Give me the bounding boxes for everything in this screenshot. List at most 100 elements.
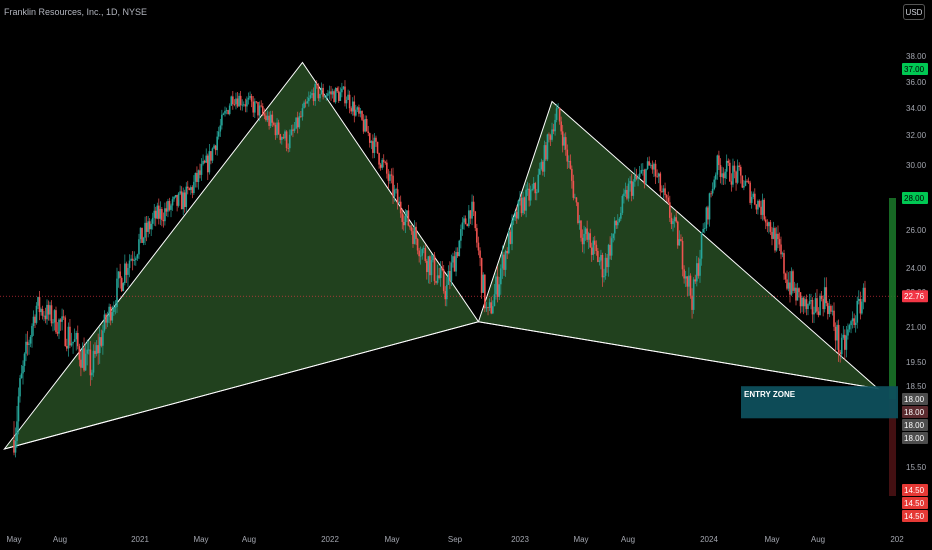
candle-down [232, 96, 234, 105]
candle-down [774, 228, 776, 251]
candle-up [67, 326, 70, 349]
candle-up [421, 249, 424, 256]
candle-up [629, 180, 631, 184]
candle-up [537, 174, 540, 193]
candle-down [322, 87, 324, 97]
candle-up [193, 181, 195, 194]
candle-down [55, 310, 57, 333]
candle-down [250, 95, 253, 102]
candle-down [361, 110, 363, 120]
candle-up [266, 115, 269, 121]
candle-up [144, 222, 146, 238]
candle-up [696, 263, 698, 282]
pattern-line-xb [4, 321, 479, 450]
candle-down [424, 248, 427, 261]
candle-up [298, 116, 301, 128]
candle-down [161, 208, 163, 220]
candle-down [312, 93, 315, 102]
entry-zone-box [741, 386, 898, 419]
candle-up [295, 117, 297, 129]
candle-down [676, 221, 679, 246]
candle-up [616, 221, 619, 226]
candle-up [288, 134, 291, 149]
candle-up [673, 217, 676, 222]
candle-up [98, 337, 101, 354]
candle-down [651, 164, 654, 170]
candle-down [304, 102, 307, 104]
candle-up [436, 275, 439, 283]
candle-up [508, 231, 510, 254]
candle-up [171, 199, 174, 206]
candle-down [210, 151, 212, 161]
x-axis-tick-label: May [573, 535, 588, 544]
candle-down [367, 131, 370, 134]
price-tag-label: 18.00 [904, 421, 925, 430]
candle-up [328, 91, 331, 94]
candle-down [333, 91, 335, 103]
candle-up [406, 210, 408, 216]
candle-down [441, 267, 443, 270]
candle-down [97, 345, 99, 354]
candle-down [827, 303, 829, 315]
candle-up [526, 188, 529, 190]
candle-down [358, 107, 360, 114]
candle-up [61, 316, 63, 322]
candle-up [135, 258, 137, 261]
candle-up [46, 304, 48, 320]
candle-up [653, 163, 655, 170]
price-tag-stop [902, 510, 928, 522]
candle-down [191, 187, 194, 194]
candle-down [786, 279, 788, 289]
candle-down [548, 134, 550, 136]
candle-down [656, 176, 658, 178]
candle-up [37, 297, 39, 306]
candle-down [442, 269, 445, 292]
candle-up [736, 165, 739, 183]
candle-down [176, 194, 178, 206]
candle-down [670, 217, 673, 225]
candle-up [574, 197, 576, 199]
x-axis-tick-label: May [6, 535, 21, 544]
price-tag-target [902, 192, 928, 204]
candle-down [727, 160, 730, 163]
candle-down [227, 110, 229, 115]
candle-up [182, 192, 185, 210]
candle-down [279, 134, 282, 140]
candle-up [224, 110, 226, 114]
pattern-line-bd [478, 321, 878, 390]
candle-up [108, 306, 110, 317]
currency-button[interactable]: USD [903, 4, 925, 20]
candle-down [707, 207, 709, 220]
price-tag-label: 28.00 [904, 194, 925, 203]
candle-up [185, 186, 188, 207]
candle-up [555, 108, 558, 120]
candle-up [583, 233, 585, 245]
x-axis-tick-label: May [764, 535, 779, 544]
candle-up [128, 260, 131, 268]
candle-down [566, 149, 569, 162]
candle-up [341, 88, 343, 93]
candle-up [413, 226, 416, 244]
candle-down [798, 288, 800, 293]
y-axis-tick-label: 36.00 [906, 78, 927, 87]
candle-up [672, 221, 674, 225]
candle-up [17, 396, 20, 422]
candle-up [216, 136, 218, 151]
candle-down [558, 107, 561, 122]
candle-up [269, 114, 272, 126]
candle-down [830, 305, 832, 312]
candle-down [196, 172, 198, 183]
candle-down [739, 166, 742, 176]
candle-down [659, 173, 662, 192]
candle-up [725, 160, 728, 172]
candle-up [543, 145, 546, 172]
candle-up [142, 237, 145, 243]
candle-up [845, 335, 848, 350]
candle-down [572, 180, 575, 198]
candle-up [657, 173, 660, 177]
candle-up [393, 189, 396, 197]
candle-down [710, 193, 712, 195]
candle-up [230, 96, 233, 106]
